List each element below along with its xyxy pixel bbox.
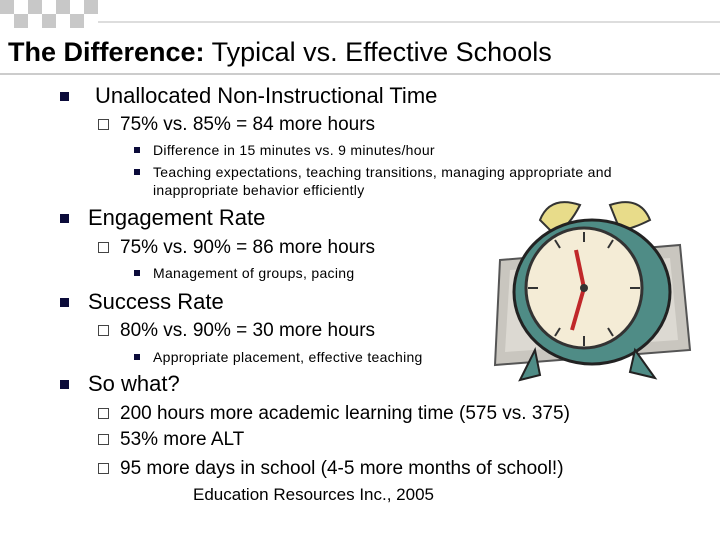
bullet-text: Appropriate placement, effective teachin… bbox=[153, 349, 423, 365]
bullet-text: 200 hours more academic learning time (5… bbox=[120, 403, 570, 424]
clock-illustration bbox=[493, 201, 692, 382]
bullet bbox=[98, 463, 109, 474]
bullet bbox=[98, 325, 109, 336]
bullet bbox=[98, 119, 109, 130]
bullet-text: Engagement Rate bbox=[88, 205, 266, 230]
slide-title: The Difference: Typical vs. Effective Sc… bbox=[8, 36, 552, 68]
bullet bbox=[134, 270, 140, 276]
title-bold: The Difference: bbox=[8, 37, 205, 67]
bullet bbox=[134, 169, 140, 175]
header-decoration bbox=[0, 0, 720, 75]
bullet bbox=[98, 408, 109, 419]
bullet-text: Difference in 15 minutes vs. 9 minutes/h… bbox=[153, 142, 435, 158]
bullet-text: So what? bbox=[88, 371, 180, 396]
bullet bbox=[60, 214, 69, 223]
bullet bbox=[98, 242, 109, 253]
bullet-text: Teaching expectations, teaching transiti… bbox=[153, 164, 612, 198]
bullet-text: 95 more days in school (4-5 more months … bbox=[120, 458, 564, 479]
bullet-text: 80% vs. 90% = 30 more hours bbox=[120, 320, 376, 341]
bullet bbox=[98, 434, 109, 445]
bullet-text: Management of groups, pacing bbox=[153, 265, 355, 281]
bullet bbox=[60, 298, 69, 307]
bullet bbox=[60, 92, 69, 101]
bullet bbox=[60, 380, 69, 389]
bullet bbox=[134, 354, 140, 360]
citation: Education Resources Inc., 2005 bbox=[193, 485, 434, 504]
bullet-text: 75% vs. 90% = 86 more hours bbox=[120, 237, 376, 258]
bullet bbox=[134, 147, 140, 153]
bullet-text: Success Rate bbox=[88, 289, 224, 314]
bullet-text: 53% more ALT bbox=[120, 429, 245, 450]
bullet-text: Unallocated Non-Instructional Time bbox=[95, 83, 438, 108]
bullet-text: 75% vs. 85% = 84 more hours bbox=[120, 114, 376, 135]
title-rest: Typical vs. Effective Schools bbox=[211, 37, 552, 67]
